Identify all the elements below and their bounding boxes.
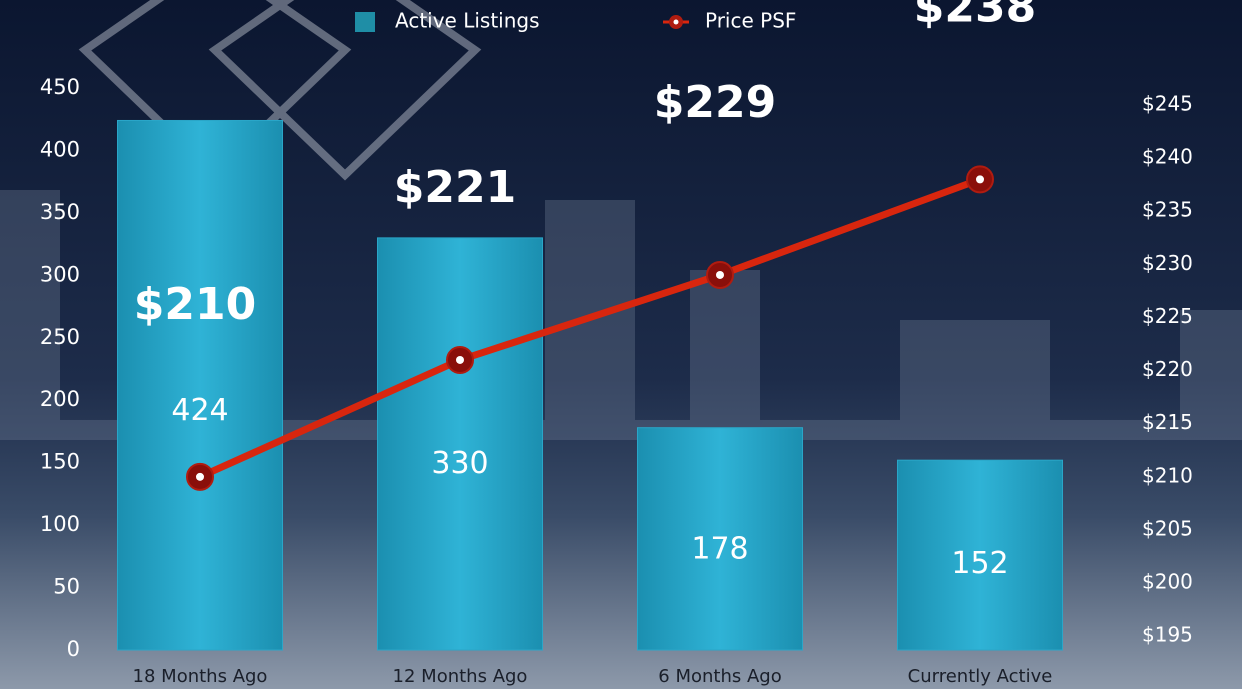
- bar-value-label: 152: [951, 546, 1008, 581]
- price-value-label: $210: [134, 279, 256, 330]
- x-tick-label: 12 Months Ago: [393, 666, 528, 687]
- legend-marker-center: [673, 19, 679, 25]
- price-value-label: $221: [394, 162, 516, 213]
- y2-tick-label: $205: [1142, 516, 1193, 540]
- price-marker-center: [456, 355, 464, 364]
- price-value-label: $238: [914, 0, 1036, 32]
- bar: [897, 459, 1063, 651]
- y-tick-label: 50: [53, 575, 80, 599]
- bar-value-label: 178: [691, 531, 748, 566]
- bar-value-label: 424: [171, 393, 228, 428]
- price-marker-center: [716, 270, 724, 279]
- y2-tick-label: $240: [1142, 145, 1193, 169]
- y2-tick-label: $225: [1142, 304, 1193, 328]
- price-marker-center: [976, 175, 984, 184]
- y2-tick-label: $235: [1142, 198, 1193, 222]
- y2-tick-label: $245: [1142, 91, 1193, 115]
- y-tick-label: 200: [40, 387, 80, 411]
- x-tick-label: 18 Months Ago: [133, 666, 268, 687]
- bar: [377, 237, 543, 651]
- y2-tick-label: $200: [1142, 570, 1193, 594]
- legend-label: Active Listings: [395, 9, 540, 33]
- y-tick-label: 300: [40, 262, 80, 286]
- y-tick-label: 0: [67, 637, 80, 661]
- y-tick-label: 100: [40, 512, 80, 536]
- y-tick-label: 450: [40, 75, 80, 99]
- y2-tick-label: $210: [1142, 463, 1193, 487]
- bar-value-label: 330: [431, 446, 488, 481]
- y2-tick-label: $220: [1142, 357, 1193, 381]
- legend-label: Price PSF: [705, 9, 796, 33]
- y-tick-label: 250: [40, 325, 80, 349]
- price-marker-center: [196, 472, 204, 481]
- y-tick-label: 150: [40, 450, 80, 474]
- price-line: [198, 176, 982, 481]
- y2-tick-label: $230: [1142, 251, 1193, 275]
- legend-swatch: [355, 12, 375, 32]
- price-value-label: $229: [654, 77, 776, 128]
- y-tick-label: 400: [40, 137, 80, 161]
- y2-tick-label: $195: [1142, 623, 1193, 647]
- x-tick-label: 6 Months Ago: [658, 666, 781, 687]
- bar: [637, 427, 803, 651]
- bar: [117, 119, 283, 651]
- y-tick-label: 350: [40, 200, 80, 224]
- skyline: [0, 190, 1242, 440]
- x-tick-label: Currently Active: [908, 666, 1053, 687]
- y2-tick-label: $215: [1142, 410, 1193, 434]
